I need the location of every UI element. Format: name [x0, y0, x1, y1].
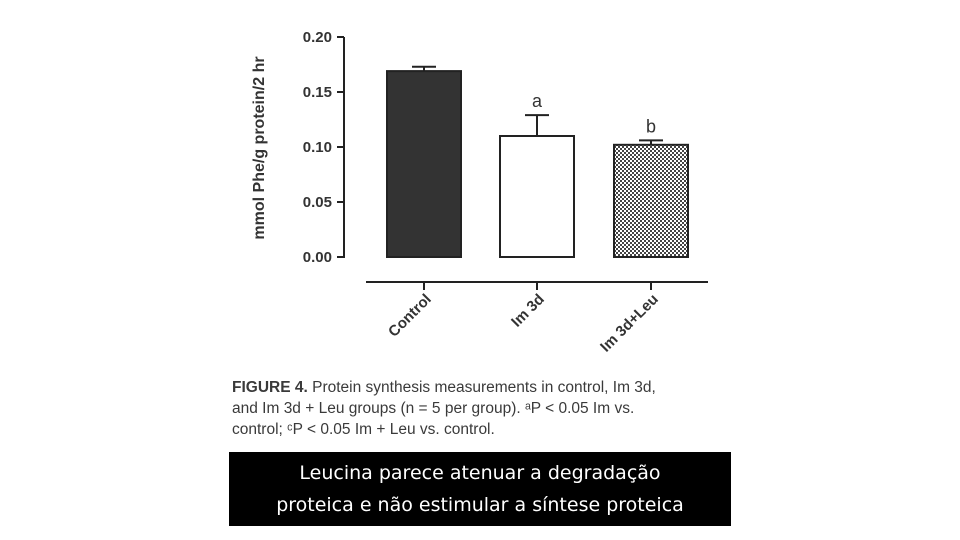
- x-tick-label: Control: [385, 291, 435, 341]
- summary-banner: Leucina parece atenuar a degradação prot…: [229, 452, 731, 526]
- y-tick-label: 0.10: [303, 139, 332, 156]
- bars: ab: [386, 65, 689, 258]
- banner-line-2: proteica e não estimular a síntese prote…: [276, 494, 684, 516]
- y-tick-label: 0.00: [303, 249, 332, 266]
- y-tick-labels: 0.00 0.05 0.10 0.15 0.20: [303, 29, 344, 266]
- y-tick-label: 0.15: [303, 84, 332, 101]
- significance-label: b: [646, 116, 656, 136]
- y-axis-label: mmol Phe/g protein/2 hr: [251, 56, 268, 239]
- x-tick-labels: Control Im 3d Im 3d+Leu: [385, 282, 662, 356]
- figure-caption: FIGURE 4. Protein synthesis measurements…: [232, 377, 732, 440]
- figure-label: FIGURE 4.: [232, 379, 308, 396]
- y-tick-label: 0.20: [303, 29, 332, 46]
- bar-im-3d: [499, 135, 575, 258]
- x-tick-label: Im 3d+Leu: [597, 291, 662, 356]
- significance-label: a: [532, 91, 543, 111]
- caption-line-1: Protein synthesis measurements in contro…: [307, 379, 656, 396]
- banner-line-1: Leucina parece atenuar a degradação: [299, 462, 661, 484]
- bar-chart: 0.00 0.05 0.10 0.15 0.20 mmol Phe/g protein/…: [251, 29, 708, 356]
- caption-line-2: and Im 3d + Leu groups (n = 5 per group)…: [232, 400, 635, 417]
- bar-control: [386, 70, 462, 258]
- caption-line-3: control; ᶜP < 0.05 Im + Leu vs. control.: [232, 421, 495, 438]
- bar-im-3d-leu: [613, 143, 689, 258]
- x-tick-label: Im 3d: [508, 291, 548, 331]
- y-tick-label: 0.05: [303, 194, 332, 211]
